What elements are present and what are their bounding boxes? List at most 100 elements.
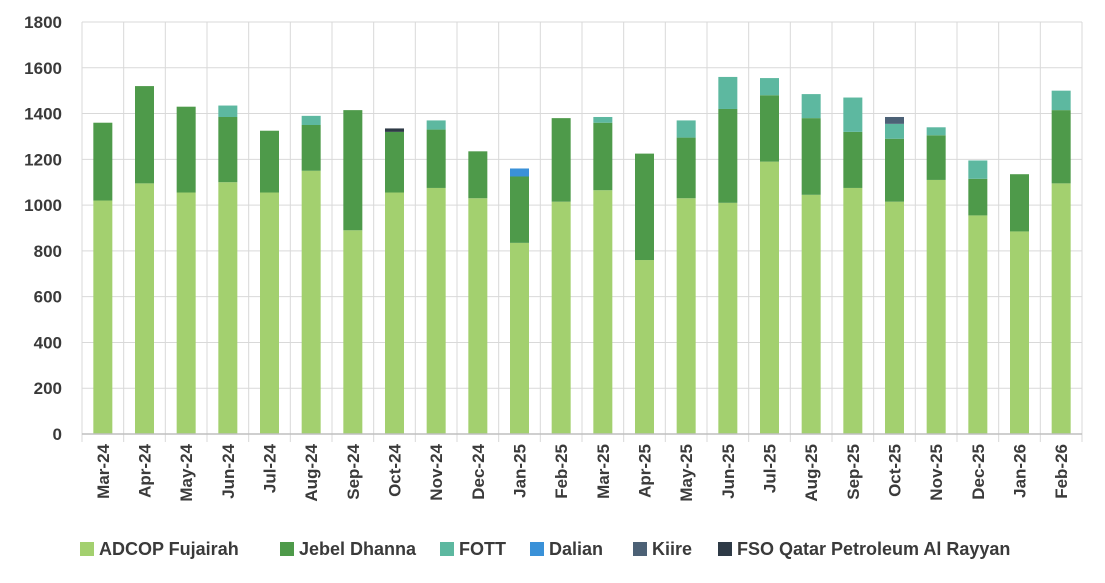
x-tick-label: Jul-24	[261, 443, 280, 493]
x-tick-label: Jul-25	[761, 444, 780, 493]
bar-segment-adcop-fujairah	[1051, 183, 1071, 434]
legend-label: Jebel Dhanna	[299, 539, 417, 559]
bar-stack	[968, 160, 988, 434]
x-tick-label: Apr-25	[636, 444, 655, 498]
x-tick-label: Feb-25	[552, 444, 571, 499]
bar-segment-jebel-dhanna	[176, 106, 196, 193]
bar-segment-jebel-dhanna	[718, 108, 738, 203]
bar-stack	[593, 116, 613, 434]
bar-stack	[1051, 90, 1071, 434]
bar-segment-fso-qatar-petroleum-al-rayyan	[385, 128, 404, 132]
bar-segment-adcop-fujairah	[301, 170, 321, 434]
bar-segment-jebel-dhanna	[843, 131, 863, 188]
y-tick-label: 1800	[24, 13, 62, 32]
gridlines	[81, 21, 1083, 442]
bar-stack	[1010, 174, 1029, 434]
bar-segment-adcop-fujairah	[510, 242, 529, 434]
bar-segment-adcop-fujairah	[260, 192, 279, 434]
bar-segment-jebel-dhanna	[1010, 174, 1029, 232]
bar-segment-fott	[1051, 90, 1071, 111]
bar-segment-jebel-dhanna	[260, 130, 279, 193]
bar-stack	[510, 168, 529, 434]
bar-segment-jebel-dhanna	[635, 153, 654, 261]
bar-stack	[176, 106, 196, 434]
bar-segment-dalian	[510, 168, 529, 177]
legend-label: FSO Qatar Petroleum Al Rayyan	[737, 539, 1010, 559]
bar-stack	[260, 130, 279, 434]
bar-segment-jebel-dhanna	[551, 118, 571, 202]
x-tick-label: Dec-25	[969, 444, 988, 500]
x-tick-label: Nov-25	[927, 444, 946, 501]
bar-segment-jebel-dhanna	[468, 151, 488, 199]
bar-segment-jebel-dhanna	[801, 118, 821, 195]
bar-segment-jebel-dhanna	[885, 138, 904, 202]
bar-segment-jebel-dhanna	[676, 137, 696, 199]
bar-segment-adcop-fujairah	[343, 230, 363, 434]
bar-segment-jebel-dhanna	[218, 116, 238, 183]
bar-stack	[760, 78, 779, 434]
bar-stack	[385, 128, 404, 434]
y-tick-label: 800	[34, 242, 62, 261]
bar-segment-jebel-dhanna	[343, 110, 363, 231]
x-tick-label: Aug-24	[302, 443, 321, 501]
bar-segment-fott	[301, 115, 321, 125]
bar-segment-adcop-fujairah	[676, 198, 696, 434]
x-axis-tick-labels: Mar-24 Apr-24 May-24 Jun-24 Jul-24 Aug-24 Sep-…	[94, 443, 1071, 501]
bar-segment-fott	[843, 97, 863, 132]
legend-item: FSO Qatar Petroleum Al Rayyan	[718, 539, 1010, 559]
bar-stack	[426, 120, 446, 434]
legend-item: Dalian	[530, 539, 603, 559]
bar-segment-jebel-dhanna	[385, 131, 404, 193]
bar-segment-adcop-fujairah	[718, 202, 738, 434]
x-tick-label: Jan-25	[511, 444, 530, 498]
x-tick-label: Nov-24	[427, 443, 446, 500]
legend-item: ADCOP Fujairah	[80, 539, 239, 559]
x-tick-label: Mar-25	[594, 444, 613, 499]
bar-segment-adcop-fujairah	[93, 200, 113, 434]
x-tick-label: Oct-25	[886, 444, 905, 497]
bar-segment-adcop-fujairah	[135, 183, 154, 434]
legend-swatch	[633, 542, 647, 556]
y-tick-label: 400	[34, 333, 62, 352]
x-tick-label: Dec-24	[469, 443, 488, 499]
bar-segment-fott	[926, 127, 946, 136]
bar-stack	[885, 116, 904, 434]
bar-segment-jebel-dhanna	[760, 95, 779, 162]
bar-segment-adcop-fujairah	[176, 192, 196, 434]
bar-segment-adcop-fujairah	[551, 201, 571, 434]
bar-segment-fott	[426, 120, 446, 130]
bar-segment-adcop-fujairah	[843, 187, 863, 434]
x-tick-label: Jun-25	[719, 444, 738, 499]
legend-swatch	[530, 542, 544, 556]
legend-label: Kiire	[652, 539, 692, 559]
bar-segment-jebel-dhanna	[926, 135, 946, 180]
bar-segment-adcop-fujairah	[926, 179, 946, 434]
bar-segment-jebel-dhanna	[93, 122, 113, 201]
x-tick-label: Mar-24	[94, 443, 113, 498]
bar-segment-jebel-dhanna	[1051, 110, 1071, 184]
legend-label: ADCOP Fujairah	[99, 539, 239, 559]
bar-segment-adcop-fujairah	[426, 187, 446, 434]
bar-stack	[93, 122, 113, 434]
bar-segment-adcop-fujairah	[385, 192, 404, 434]
bar-segment-fott	[593, 116, 613, 123]
legend-label: FOTT	[459, 539, 506, 559]
y-tick-label: 200	[34, 379, 62, 398]
bar-segment-jebel-dhanna	[301, 125, 321, 171]
y-tick-label: 1400	[24, 105, 62, 124]
x-tick-label: Jun-24	[219, 443, 238, 498]
bar-segment-adcop-fujairah	[218, 182, 238, 434]
bar-stack	[468, 151, 488, 434]
y-tick-label: 600	[34, 288, 62, 307]
bar-stack	[676, 120, 696, 434]
bar-segment-adcop-fujairah	[593, 190, 613, 434]
legend-swatch	[80, 542, 94, 556]
y-tick-label: 0	[53, 425, 62, 444]
bar-stack	[843, 97, 863, 434]
x-tick-label: Sep-25	[844, 444, 863, 500]
y-tick-label: 1000	[24, 196, 62, 215]
bar-segment-fott	[760, 78, 779, 96]
legend-item: FOTT	[440, 539, 506, 559]
bar-segment-fott	[968, 160, 988, 179]
